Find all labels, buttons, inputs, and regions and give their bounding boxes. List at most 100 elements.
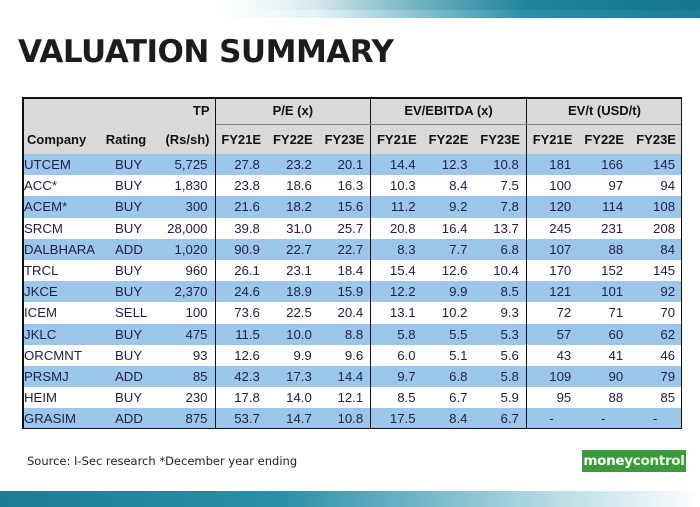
table-row: ORCMNT BUY 93 12.6 9.9 9.6 6.0 5.1 5.6 43 41 46 bbox=[22, 344, 683, 366]
header-evt-fy22e: FY22E bbox=[578, 124, 631, 154]
cell-ev-ebitda-fy23e: 13.7 bbox=[474, 217, 527, 239]
cell-evt-fy23e: 84 bbox=[630, 238, 683, 260]
cell-ev-ebitda-fy23e: 5.6 bbox=[474, 344, 527, 366]
cell-rating: BUY bbox=[95, 281, 157, 303]
cell-tp: 100 bbox=[157, 302, 216, 324]
cell-ev-ebitda-fy22e: 6.7 bbox=[422, 387, 475, 409]
cell-rating: ADD bbox=[95, 408, 157, 430]
cell-company: DALBHARA bbox=[22, 238, 95, 260]
cell-pe-fy21e: 27.8 bbox=[215, 154, 267, 176]
cell-rating: BUY bbox=[95, 323, 157, 345]
header-evt-fy23e: FY23E bbox=[630, 124, 683, 154]
cell-evt-fy22e: 88 bbox=[578, 238, 631, 260]
cell-company: HEIM bbox=[22, 387, 95, 409]
cell-evt-fy22e: 97 bbox=[578, 175, 631, 197]
cell-company: PRSMJ bbox=[22, 365, 95, 388]
cell-ev-ebitda-fy21e: 20.8 bbox=[370, 217, 423, 239]
table-row: ACEM* BUY 300 21.6 18.2 15.6 11.2 9.2 7.8 120 114 1… bbox=[22, 196, 683, 218]
cell-pe-fy22e: 23.2 bbox=[266, 154, 319, 176]
cell-evt-fy23e: 208 bbox=[630, 217, 683, 239]
valuation-table: TP P/E (x) EV/EBITDA (x) EV/t (USD/t) Co… bbox=[22, 97, 683, 430]
cell-ev-ebitda-fy22e: 9.9 bbox=[422, 281, 475, 303]
cell-evt-fy21e: 95 bbox=[526, 387, 579, 409]
cell-pe-fy23e: 16.3 bbox=[318, 175, 372, 197]
header-tp-unit: (Rs/sh) bbox=[157, 124, 216, 154]
cell-ev-ebitda-fy22e: 8.4 bbox=[422, 175, 475, 197]
cell-pe-fy21e: 12.6 bbox=[215, 344, 267, 366]
header-row-columns: Company Rating (Rs/sh) FY21E FY22E FY23E… bbox=[22, 124, 683, 154]
cell-pe-fy23e: 8.8 bbox=[318, 323, 372, 345]
cell-ev-ebitda-fy21e: 11.2 bbox=[370, 196, 423, 218]
cell-ev-ebitda-fy23e: 10.4 bbox=[474, 259, 527, 282]
cell-pe-fy21e: 23.8 bbox=[215, 175, 267, 197]
cell-tp: 5,725 bbox=[157, 154, 216, 176]
cell-pe-fy23e: 12.1 bbox=[318, 387, 372, 409]
cell-ev-ebitda-fy23e: 8.5 bbox=[474, 281, 527, 303]
cell-evt-fy22e: - bbox=[578, 408, 631, 430]
header-pe-fy23e: FY23E bbox=[318, 124, 372, 154]
cell-evt-fy23e: 70 bbox=[630, 302, 683, 324]
cell-pe-fy21e: 39.8 bbox=[215, 217, 267, 239]
cell-ev-ebitda-fy21e: 8.3 bbox=[370, 238, 423, 260]
cell-pe-fy23e: 18.4 bbox=[318, 259, 372, 282]
cell-company: TRCL bbox=[22, 259, 95, 282]
cell-pe-fy23e: 25.7 bbox=[318, 217, 372, 239]
cell-ev-ebitda-fy23e: 6.7 bbox=[474, 408, 527, 430]
cell-ev-ebitda-fy21e: 5.8 bbox=[370, 323, 423, 345]
cell-tp: 85 bbox=[157, 365, 216, 388]
cell-ev-ebitda-fy23e: 5.8 bbox=[474, 365, 527, 388]
cell-ev-ebitda-fy21e: 15.4 bbox=[370, 259, 423, 282]
table-row: JKCE BUY 2,370 24.6 18.9 15.9 12.2 9.9 8.5 121 101… bbox=[22, 281, 683, 303]
cell-rating: BUY bbox=[95, 154, 157, 176]
cell-pe-fy22e: 10.0 bbox=[266, 323, 319, 345]
cell-tp: 960 bbox=[157, 259, 216, 282]
cell-pe-fy23e: 9.6 bbox=[318, 344, 372, 366]
table-body: UTCEM BUY 5,725 27.8 23.2 20.1 14.4 12.3 10.8 181… bbox=[22, 154, 683, 430]
cell-pe-fy21e: 17.8 bbox=[215, 387, 267, 409]
cell-ev-ebitda-fy21e: 13.1 bbox=[370, 302, 423, 324]
cell-pe-fy22e: 14.7 bbox=[266, 408, 319, 430]
header-pe-fy21e: FY21E bbox=[215, 124, 267, 154]
cell-evt-fy21e: 100 bbox=[526, 175, 579, 197]
cell-ev-ebitda-fy23e: 7.8 bbox=[474, 196, 527, 218]
header-group-ev-per-tonne: EV/t (USD/t) bbox=[526, 97, 683, 125]
cell-company: GRASIM bbox=[22, 408, 95, 430]
cell-evt-fy23e: 92 bbox=[630, 281, 683, 303]
cell-evt-fy23e: 62 bbox=[630, 323, 683, 345]
cell-rating: BUY bbox=[95, 175, 157, 197]
logo-text-money: money bbox=[583, 453, 633, 469]
cell-evt-fy22e: 152 bbox=[578, 259, 631, 282]
cell-rating: BUY bbox=[95, 387, 157, 409]
cell-pe-fy22e: 18.9 bbox=[266, 281, 319, 303]
cell-pe-fy21e: 11.5 bbox=[215, 323, 267, 345]
cell-company: SRCM bbox=[22, 217, 95, 239]
cell-ev-ebitda-fy22e: 9.2 bbox=[422, 196, 475, 218]
cell-pe-fy23e: 22.7 bbox=[318, 238, 372, 260]
cell-ev-ebitda-fy21e: 14.4 bbox=[370, 154, 423, 176]
cell-evt-fy21e: 72 bbox=[526, 302, 579, 324]
header-company: Company bbox=[22, 124, 95, 154]
cell-rating: BUY bbox=[95, 259, 157, 282]
cell-ev-ebitda-fy22e: 8.4 bbox=[422, 408, 475, 430]
cell-evt-fy23e: 79 bbox=[630, 365, 683, 388]
cell-evt-fy21e: 109 bbox=[526, 365, 579, 388]
cell-pe-fy21e: 24.6 bbox=[215, 281, 267, 303]
table-row: JKLC BUY 475 11.5 10.0 8.8 5.8 5.5 5.3 57 60 62 bbox=[22, 323, 683, 345]
valuation-table-container: TP P/E (x) EV/EBITDA (x) EV/t (USD/t) Co… bbox=[22, 97, 683, 430]
cell-evt-fy22e: 41 bbox=[578, 344, 631, 366]
cell-rating: ADD bbox=[95, 365, 157, 388]
header-evt-fy21e: FY21E bbox=[526, 124, 579, 154]
cell-pe-fy23e: 14.4 bbox=[318, 365, 372, 388]
cell-pe-fy21e: 73.6 bbox=[215, 302, 267, 324]
cell-pe-fy22e: 18.2 bbox=[266, 196, 319, 218]
logo-text-control: control bbox=[632, 453, 685, 469]
cell-company: JKLC bbox=[22, 323, 95, 345]
cell-ev-ebitda-fy22e: 5.1 bbox=[422, 344, 475, 366]
table-row: ACC* BUY 1,830 23.8 18.6 16.3 10.3 8.4 7.5 100 97 9… bbox=[22, 175, 683, 197]
cell-evt-fy23e: 108 bbox=[630, 196, 683, 218]
cell-evt-fy23e: 85 bbox=[630, 387, 683, 409]
cell-evt-fy22e: 166 bbox=[578, 154, 631, 176]
cell-pe-fy22e: 22.5 bbox=[266, 302, 319, 324]
header-tp: TP bbox=[157, 97, 216, 125]
cell-pe-fy22e: 17.3 bbox=[266, 365, 319, 388]
